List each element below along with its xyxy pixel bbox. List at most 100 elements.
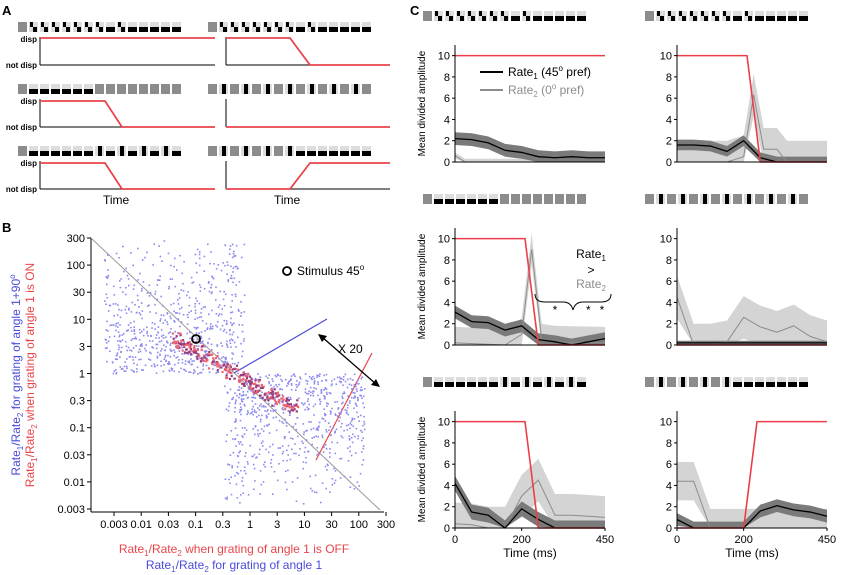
b-dot <box>262 481 265 483</box>
b-dot <box>240 413 242 416</box>
b-dot-highlight <box>174 341 177 344</box>
b-dot <box>188 362 191 364</box>
stim-mixed-a <box>220 22 223 27</box>
b-dot <box>320 389 323 391</box>
b-dot <box>363 423 366 425</box>
b-dot-highlight <box>275 395 278 398</box>
b-dot <box>360 414 362 417</box>
b-dot <box>295 452 297 455</box>
b-dot <box>224 360 227 363</box>
b-dot <box>235 418 237 420</box>
b-dot <box>287 396 289 399</box>
b-dot <box>339 413 342 415</box>
b-dot <box>218 367 221 369</box>
b-dot <box>274 403 276 405</box>
b-dot <box>268 374 270 376</box>
b-dot <box>134 336 137 339</box>
b-xlabel-blue: Rate1/Rate2 for grating of angle 1 <box>146 558 323 574</box>
b-dot <box>254 480 256 482</box>
b-dot <box>362 424 364 427</box>
b-dot <box>223 328 226 331</box>
b-dot-highlight <box>202 354 206 357</box>
a-stim-left-0 <box>18 22 181 32</box>
b-dot <box>235 265 238 268</box>
stim-gray-block <box>172 84 181 94</box>
b-ytick-label: 0.03 <box>64 450 85 462</box>
b-dot <box>294 423 297 425</box>
b-dot <box>226 340 228 343</box>
b-dot <box>355 427 358 430</box>
b-dot <box>148 295 151 297</box>
b-dot <box>351 418 354 421</box>
b-dot <box>119 340 121 342</box>
stim-horizontal-bar <box>777 16 786 21</box>
b-red-line <box>315 352 373 461</box>
b-dot-highlight <box>286 402 289 405</box>
b-ytick-label: 300 <box>67 233 85 245</box>
b-dot <box>292 425 295 428</box>
stim-horizontal-bar <box>340 151 349 156</box>
b-dot <box>238 411 241 413</box>
b-dot <box>247 463 249 465</box>
b-dot <box>196 248 199 251</box>
b-dot <box>127 324 130 326</box>
b-dot-highlight <box>233 367 236 370</box>
b-dot <box>290 375 293 377</box>
stim-horizontal-bar <box>62 89 71 94</box>
stim-horizontal-bar <box>489 199 498 204</box>
b-dot <box>123 365 126 368</box>
stim-mixed-a <box>435 11 438 16</box>
b-dot <box>266 416 268 418</box>
b-dot <box>234 438 237 440</box>
b-dot <box>177 299 179 301</box>
b-dot <box>257 373 259 375</box>
b-dot <box>297 384 299 387</box>
stim-horizontal-bar <box>318 151 327 156</box>
b-dot <box>317 452 320 454</box>
b-dot <box>343 475 346 478</box>
b-dot <box>342 392 344 395</box>
b-dot <box>224 293 227 296</box>
b-dot <box>306 429 308 432</box>
b-dot <box>237 389 239 391</box>
stim-mixed-a <box>96 22 99 27</box>
b-dot <box>227 279 229 281</box>
b-dot <box>179 254 181 257</box>
b-dot-highlight <box>285 399 288 403</box>
b-dot <box>318 399 321 401</box>
b-dot <box>106 297 109 299</box>
b-dot <box>154 293 156 295</box>
b-dot <box>301 402 303 404</box>
b-dot <box>357 399 359 401</box>
stim-mixed-a <box>231 22 234 27</box>
b-dot <box>345 410 348 412</box>
b-dot <box>130 326 132 329</box>
b-dot-highlight <box>195 355 198 358</box>
b-dot-highlight <box>261 386 264 389</box>
b-dot <box>301 440 303 443</box>
b-dot <box>138 306 140 308</box>
b-dot <box>230 338 233 341</box>
b-dot <box>167 363 170 366</box>
b-dot <box>232 253 235 255</box>
b-dot <box>192 281 195 283</box>
b-dot <box>144 364 147 367</box>
stim-mixed-a <box>701 11 704 16</box>
stim-horizontal-bar <box>489 382 498 387</box>
b-dot <box>195 262 197 265</box>
b-dot-highlight <box>175 345 178 348</box>
stim-horizontal-bar <box>362 151 371 156</box>
b-dot <box>211 349 213 351</box>
b-dot <box>210 251 212 253</box>
b-dot <box>287 444 290 447</box>
b-dot <box>112 303 115 305</box>
b-dot <box>324 414 326 417</box>
b-dot <box>237 461 240 464</box>
b-xtick-label: 300 <box>377 519 395 531</box>
b-dot <box>241 355 243 358</box>
b-dot <box>313 380 316 382</box>
b-dot <box>262 404 265 407</box>
stim-gray-block <box>423 11 432 21</box>
stim-vertical-bar <box>120 146 124 156</box>
b-dot <box>170 336 172 338</box>
